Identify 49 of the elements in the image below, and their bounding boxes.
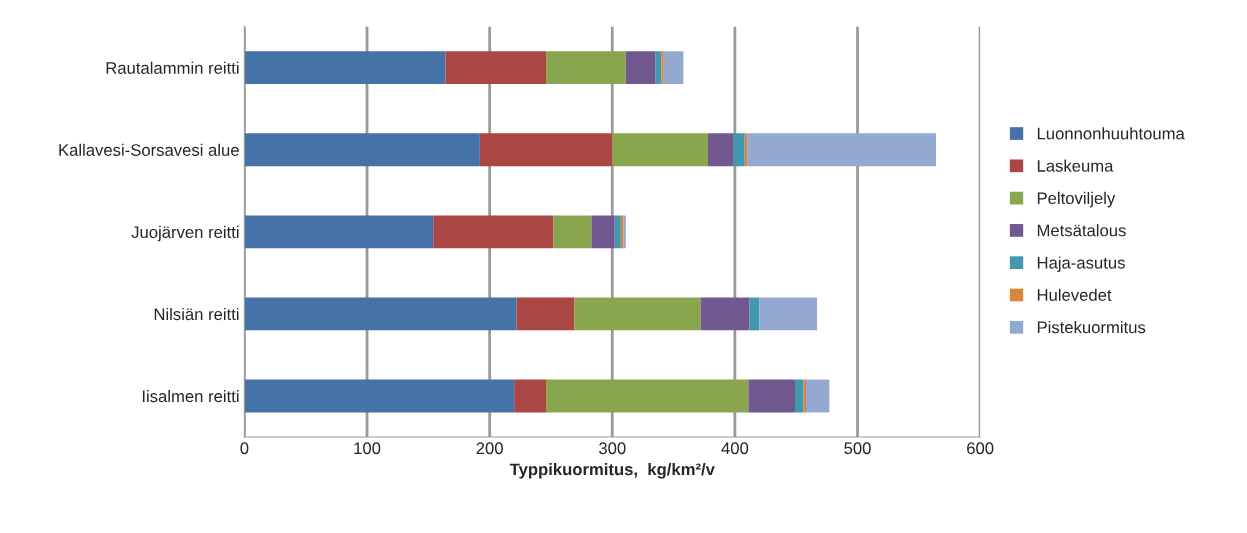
x-tick-label: 200 (476, 442, 503, 455)
bar (614, 215, 621, 249)
y-tick-label: Juojärven reitti (131, 225, 239, 242)
bar (553, 215, 592, 249)
bar (759, 297, 818, 331)
legend-label: Haja-asutus (1037, 256, 1125, 272)
x-tick-label: 400 (721, 442, 749, 455)
bar (244, 297, 517, 331)
x-tick-label: 0 (240, 442, 249, 455)
bar (244, 133, 480, 167)
legend-label: Luonnonhuuhtouma (1037, 127, 1185, 140)
x-axis-title: Typpikuormitus, kg/km²/v (509, 463, 715, 479)
x-tick-label: 100 (354, 442, 381, 455)
bar (733, 133, 745, 167)
legend-label: Laskeuma (1037, 159, 1114, 172)
bar (700, 297, 750, 331)
bar (433, 215, 554, 249)
bar (244, 379, 515, 413)
y-tick-label: Iisalmen reitti (142, 389, 239, 403)
bar (655, 51, 662, 85)
bar (546, 379, 749, 413)
bar (663, 51, 684, 85)
bar (244, 51, 446, 85)
bar (445, 51, 547, 85)
bar (591, 215, 615, 249)
legend-label: Metsätalous (1037, 224, 1126, 237)
x-tick-label: 600 (967, 442, 994, 455)
y-tick-label: Nilsiän reitti (154, 307, 239, 321)
bar (748, 379, 795, 413)
bar (806, 379, 830, 413)
legend-label: Peltoviljely (1037, 191, 1116, 208)
bar (244, 215, 434, 249)
x-tick-label: 300 (599, 442, 626, 455)
legend-label: Hulevedet (1037, 288, 1112, 301)
x-tick-label: 500 (844, 442, 871, 455)
bar (625, 51, 656, 85)
bar (546, 51, 626, 85)
bar (574, 297, 701, 331)
bar (479, 133, 613, 167)
bar (661, 51, 664, 85)
legend-label: Pistekuormitus (1037, 321, 1146, 334)
bar (707, 133, 734, 167)
bar (612, 133, 708, 167)
bar (516, 297, 575, 331)
y-tick-label: Kallavesi-Sorsavesi alue (59, 143, 239, 156)
bar (747, 133, 936, 167)
y-tick-label: Rautalammin reitti (106, 61, 239, 74)
bar (794, 379, 804, 413)
bar (514, 379, 547, 413)
